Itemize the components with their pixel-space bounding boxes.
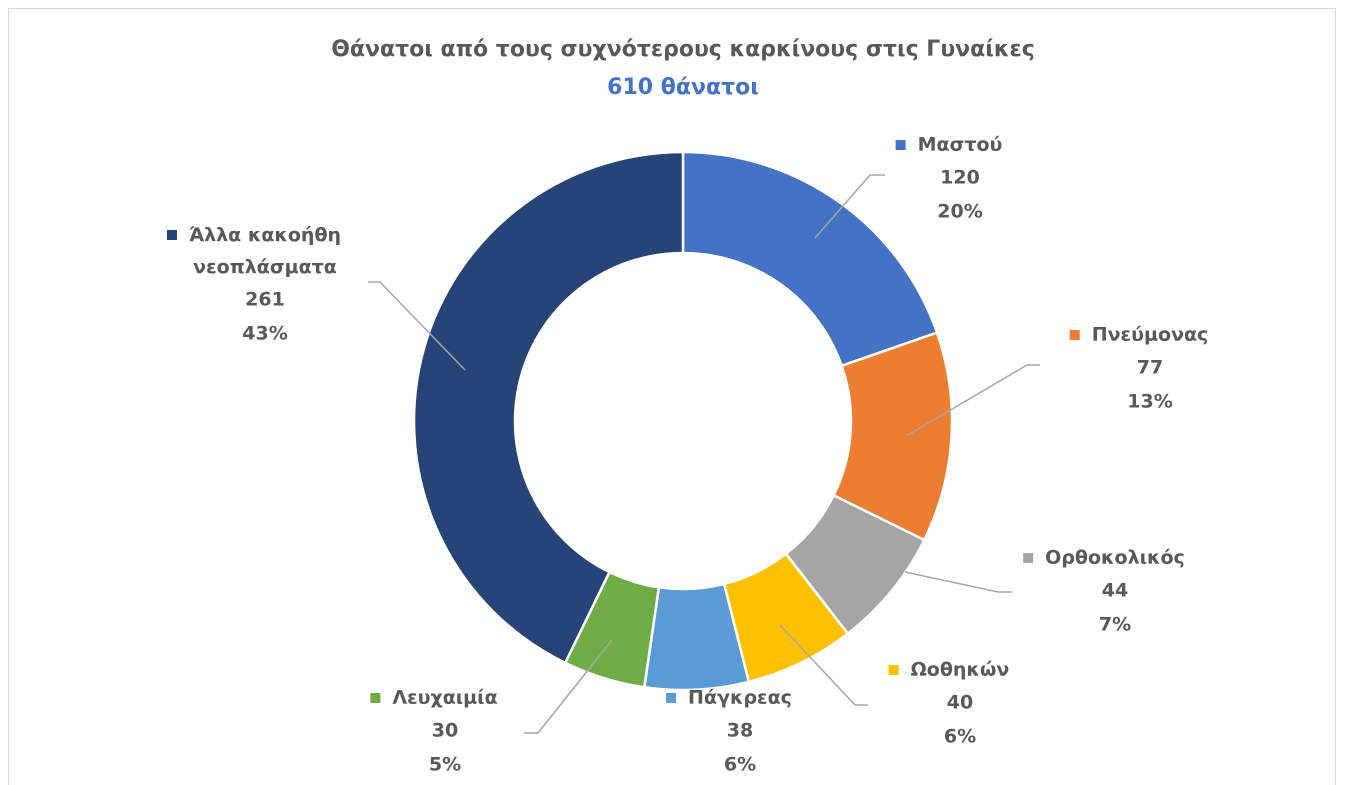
legend-swatch [1023, 553, 1034, 563]
category-label: Πνεύμονας [1092, 324, 1209, 346]
category-label: Πάγκρεας [688, 687, 792, 709]
category-label: Λευχαιμία [392, 687, 497, 709]
percent-label: 20% [937, 201, 982, 223]
leader-line [904, 571, 1012, 593]
leader-line [524, 639, 613, 734]
donut-slice [681, 150, 939, 368]
value-label: 30 [432, 720, 458, 742]
chart-border [8, 8, 1336, 785]
legend-swatch [166, 230, 177, 240]
chart-subtitle: 610 θάνατοι [607, 75, 759, 100]
percent-label: 6% [944, 726, 976, 748]
value-label: 40 [947, 692, 973, 714]
legend-swatch [370, 693, 381, 703]
value-label: 261 [245, 289, 285, 311]
legend-swatch [895, 140, 906, 150]
category-label: Ωοθηκών [911, 659, 1010, 681]
legend-swatch [666, 693, 677, 703]
value-label: 77 [1137, 357, 1163, 379]
category-label: Ορθοκολικός [1045, 547, 1185, 569]
leader-line [814, 174, 885, 239]
donut-slice [412, 150, 685, 665]
percent-label: 43% [242, 323, 287, 345]
category-label: Άλλα κακοήθη νεοπλάσματα [189, 224, 341, 278]
value-label: 44 [1102, 580, 1128, 602]
percent-label: 6% [724, 754, 756, 776]
leader-line [907, 364, 1040, 436]
percent-label: 13% [1127, 391, 1172, 413]
leader-line [368, 281, 466, 371]
leader-line [779, 624, 868, 706]
percent-label: 5% [429, 754, 461, 776]
percent-label: 7% [1099, 614, 1131, 636]
legend-swatch [1069, 330, 1080, 340]
value-label: 120 [940, 167, 980, 189]
chart-title: Θάνατοι από τους συχνότερους καρκίνους σ… [331, 37, 1035, 62]
value-label: 38 [727, 720, 753, 742]
category-label: Μαστού [918, 134, 1003, 156]
legend-swatch [888, 665, 899, 675]
